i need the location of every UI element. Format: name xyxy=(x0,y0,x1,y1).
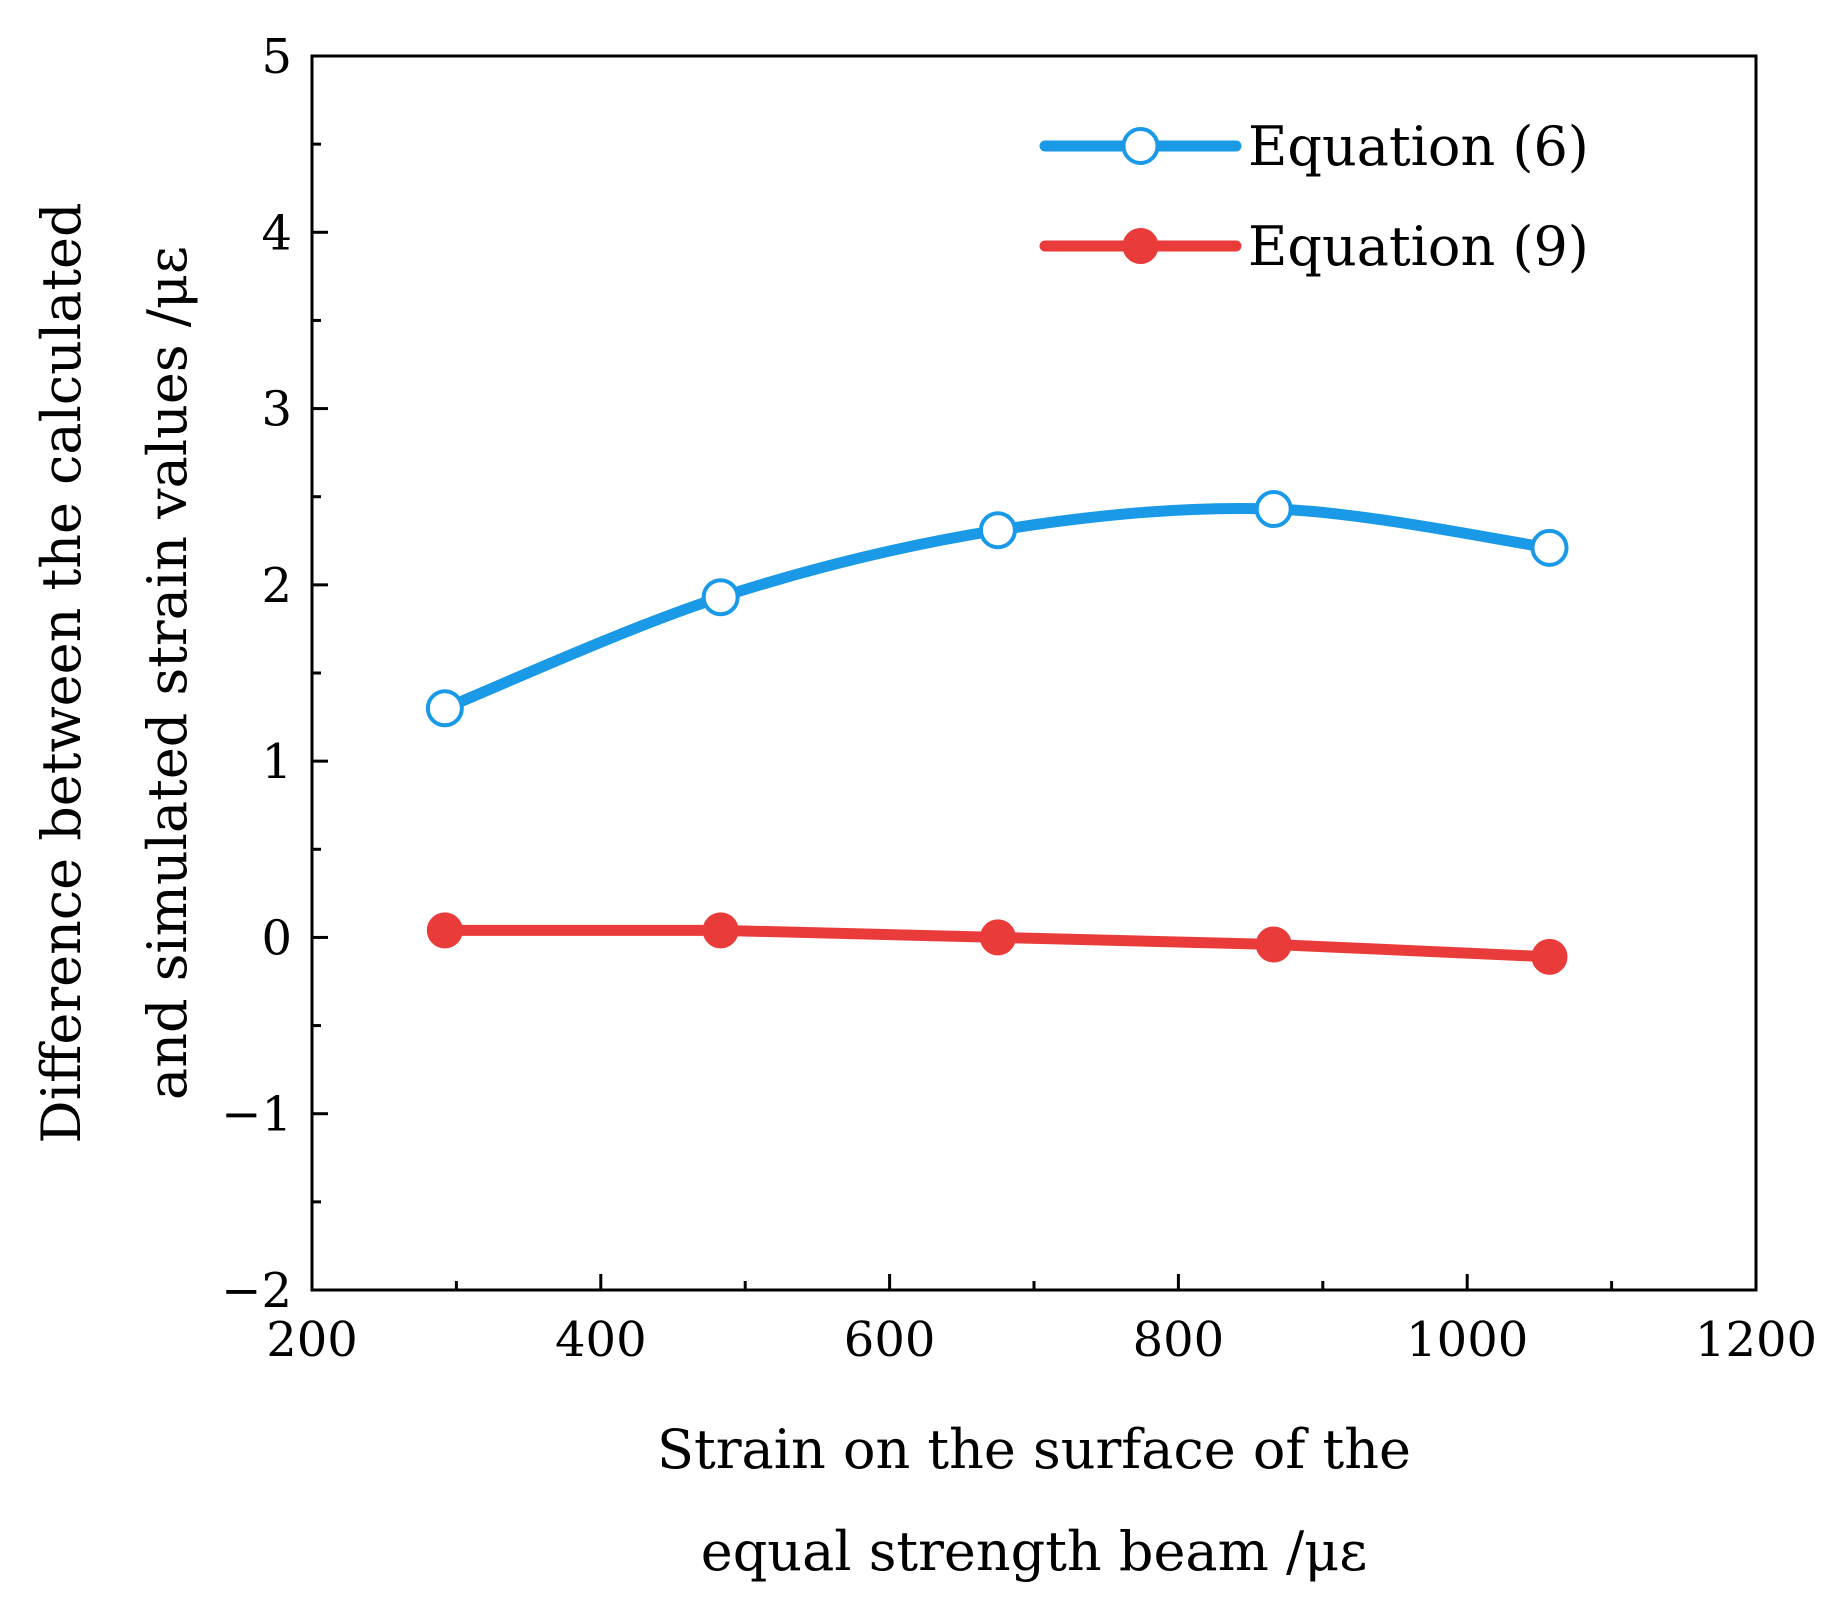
x-tick-label: 1000 xyxy=(1406,1312,1528,1368)
x-axis-title-line: equal strength beam /με xyxy=(701,1520,1367,1583)
axes: 200 400 600 800 1000 1200 −2 −1 0 1 2 3 4 5 Strain on … xyxy=(30,29,1817,1583)
data-point xyxy=(702,912,739,949)
data-point xyxy=(1255,926,1292,963)
data-point xyxy=(701,578,740,617)
y-tick-label: 4 xyxy=(261,205,292,261)
data-point xyxy=(978,511,1017,550)
data-point xyxy=(1530,528,1569,567)
data-point xyxy=(426,912,463,949)
data-point xyxy=(425,689,464,728)
x-tick-label: 800 xyxy=(1133,1312,1225,1368)
x-tick-label: 600 xyxy=(844,1312,936,1368)
y-axis-title-line: and simulated strain values /με xyxy=(136,246,199,1100)
y-tick-label: 3 xyxy=(261,382,292,438)
y-tick-label: −2 xyxy=(221,1263,292,1319)
y-tick-label: 5 xyxy=(261,29,292,85)
y-tick-label: 0 xyxy=(261,910,292,966)
y-tick-label: 2 xyxy=(261,558,292,614)
legend-label-2: Equation (9) xyxy=(1248,215,1589,278)
y-tick-label: 1 xyxy=(261,734,292,790)
plot-area xyxy=(425,490,1569,975)
legend-marker-2 xyxy=(1122,228,1159,264)
x-tick-label: 200 xyxy=(266,1312,358,1368)
x-tick-label: 1200 xyxy=(1695,1312,1817,1368)
data-point xyxy=(1531,938,1568,975)
data-point xyxy=(979,919,1016,956)
y-axis-title-line: Difference between the calculated xyxy=(30,202,93,1143)
legend: Equation (6) Equation (9) xyxy=(1039,115,1589,278)
legend-marker-1 xyxy=(1121,127,1160,165)
legend-label-1: Equation (6) xyxy=(1248,115,1589,178)
data-point xyxy=(1254,490,1293,529)
x-axis-title-line: Strain on the surface of the xyxy=(657,1418,1411,1481)
x-tick-label: 400 xyxy=(555,1312,647,1368)
y-tick-label: −1 xyxy=(221,1087,292,1143)
